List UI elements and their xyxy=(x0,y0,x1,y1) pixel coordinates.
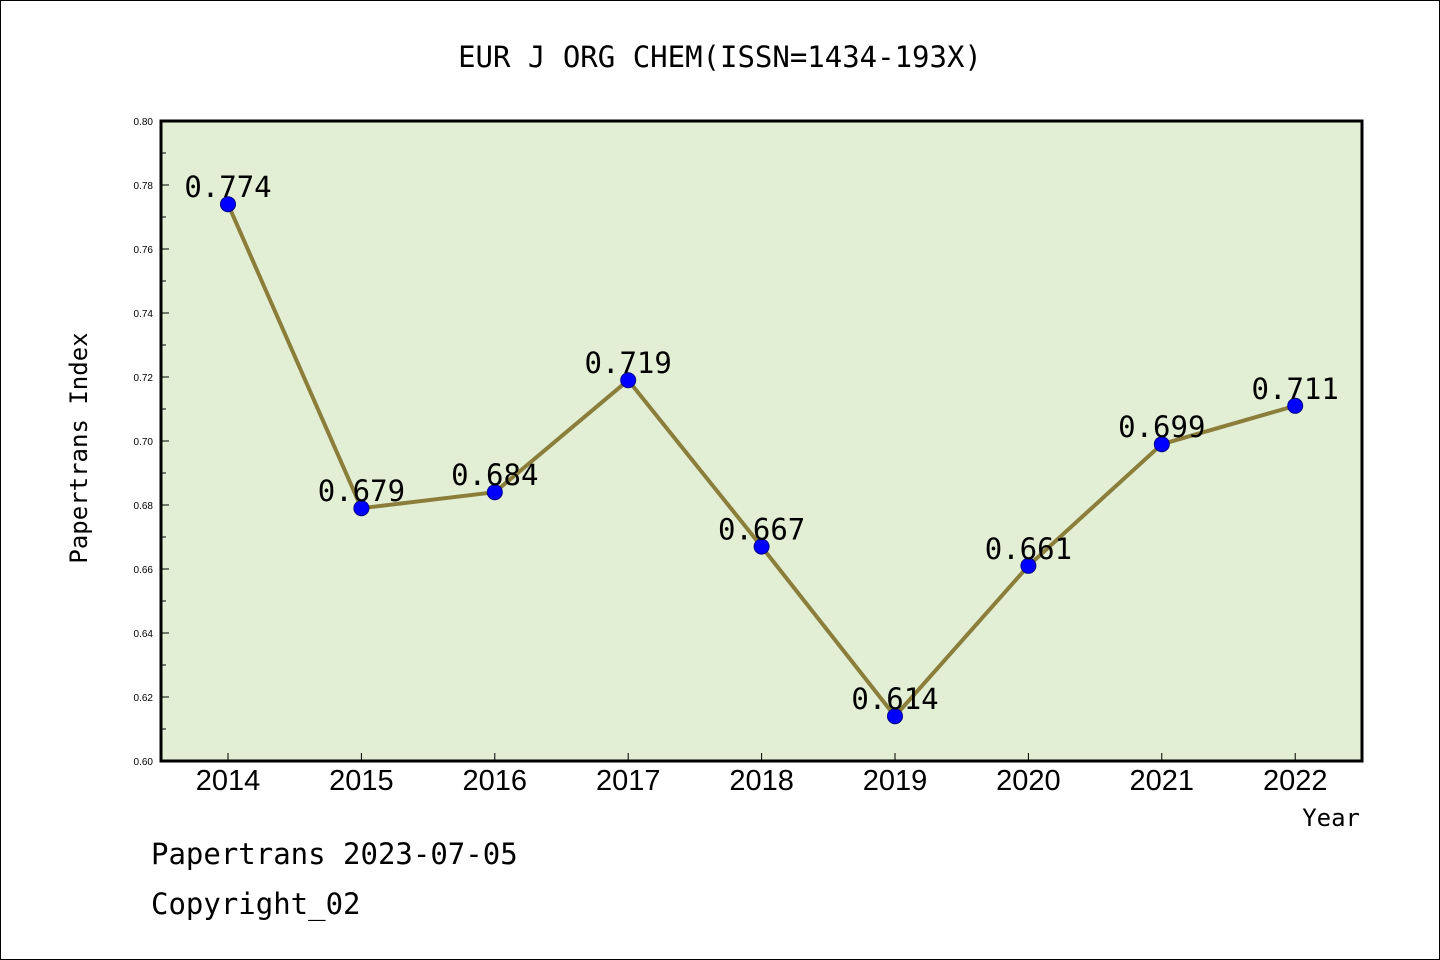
data-point-2016 xyxy=(486,484,503,501)
footer-date-text: Papertrans 2023-07-05 xyxy=(151,837,518,871)
y-tick-label: 0.76 xyxy=(134,245,154,256)
data-point-2014 xyxy=(220,196,236,213)
y-tick-label: 0.68 xyxy=(134,501,154,512)
y-tick-label: 0.66 xyxy=(134,565,154,576)
y-tick-label: 0.60 xyxy=(134,757,154,768)
data-labels: 0.774 0.679 0.684 0.719 0.667 0.614 0.661 0.699… xyxy=(184,170,1339,716)
data-point-2020 xyxy=(1020,557,1037,574)
data-label-2017: 0.719 xyxy=(585,346,672,380)
x-tick-label: 2016 xyxy=(463,765,528,797)
x-tick-label: 2015 xyxy=(329,765,394,797)
x-axis-label: Year xyxy=(1302,804,1360,832)
x-tick-label: 2017 xyxy=(596,765,661,797)
chart-title: EUR J ORG CHEM(ISSN=1434-193X) xyxy=(458,40,982,74)
data-label-2022: 0.711 xyxy=(1252,372,1339,406)
data-label-2016: 0.684 xyxy=(451,458,538,492)
y-axis: 0.60 0.62 0.64 0.66 0.68 0.70 0.72 0.74 0.76 0.78… xyxy=(134,117,169,768)
x-tick-label: 2021 xyxy=(1130,765,1195,797)
y-tick-label: 0.64 xyxy=(134,629,154,640)
y-tick-label: 0.80 xyxy=(134,117,154,128)
x-tick-label: 2022 xyxy=(1263,765,1328,797)
x-tick-label: 2019 xyxy=(863,765,928,797)
x-tick-label: 2018 xyxy=(729,765,794,797)
data-label-2015: 0.679 xyxy=(318,474,405,508)
data-point-2021 xyxy=(1153,436,1170,453)
y-axis-label: Papertrans Index xyxy=(65,332,93,563)
data-label-2019: 0.614 xyxy=(851,682,938,716)
data-points xyxy=(220,196,1304,725)
x-axis: 2014 2015 2016 2017 2018 2019 2020 2021 2022 xyxy=(196,753,1328,797)
data-point-2019 xyxy=(887,708,903,725)
y-tick-label: 0.72 xyxy=(134,373,154,384)
y-tick-label: 0.74 xyxy=(134,309,154,320)
x-tick-label: 2020 xyxy=(996,765,1061,797)
data-label-2021: 0.699 xyxy=(1118,410,1205,444)
y-tick-label: 0.78 xyxy=(134,181,154,192)
y-tick-label: 0.62 xyxy=(134,693,154,704)
data-point-2017 xyxy=(620,372,637,389)
data-label-2020: 0.661 xyxy=(985,532,1072,566)
data-point-2015 xyxy=(353,500,370,517)
data-label-2018: 0.667 xyxy=(718,513,805,547)
data-label-2014: 0.774 xyxy=(184,170,271,204)
data-point-2022 xyxy=(1287,397,1304,414)
x-tick-label: 2014 xyxy=(196,765,261,797)
footer-copyright-text: Copyright_02 xyxy=(151,887,361,921)
y-tick-label: 0.70 xyxy=(134,437,154,448)
data-point-2018 xyxy=(753,538,770,555)
